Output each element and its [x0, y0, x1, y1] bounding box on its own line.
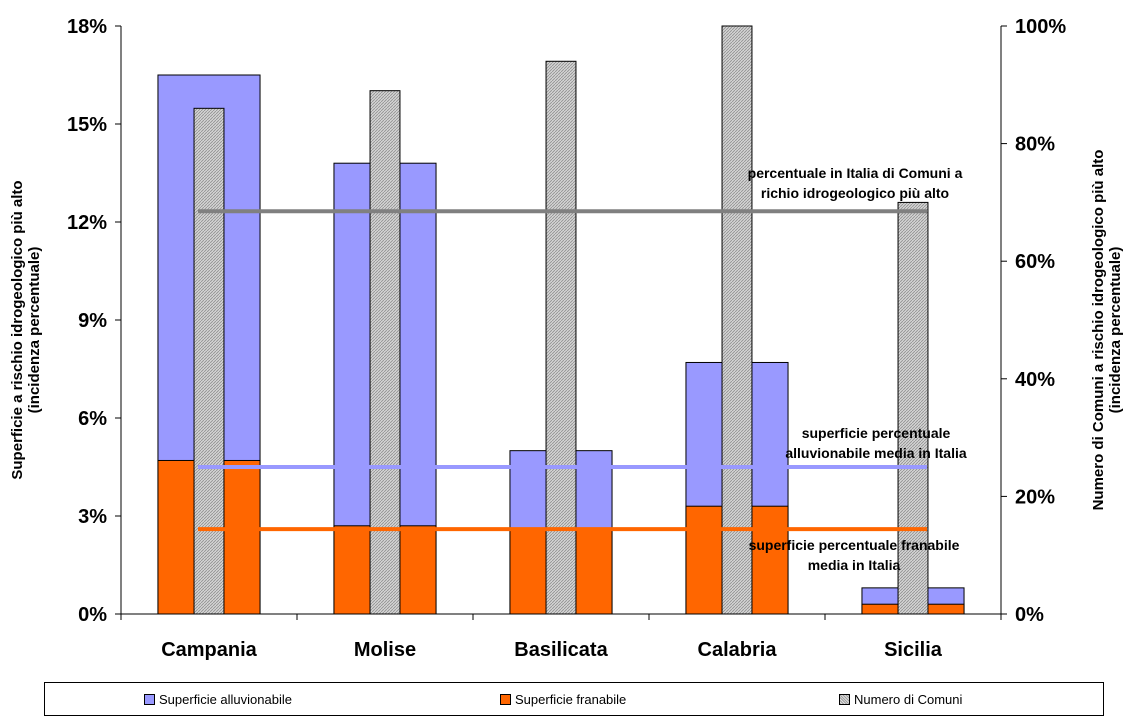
legend-label: Superficie alluvionabile: [159, 691, 292, 707]
bar-numero-comuni-calabria: [721, 25, 753, 615]
bar-numero-comuni-molise: [369, 90, 401, 615]
category-label-sicilia: Sicilia: [884, 639, 943, 661]
reference-label-1: percentuale in Italia di Comuni a: [748, 165, 963, 181]
reference-label-2: superficie percentuale: [802, 425, 951, 441]
legend-swatch-alluvionabile: [144, 693, 155, 705]
category-label-campania: Campania: [161, 639, 257, 661]
bar-numero-comuni-campania: [193, 107, 225, 615]
y-axis-title-right-line: Numero di Comuni a rischio idrogeologico…: [1090, 150, 1107, 511]
y-tick-label-left: 9%: [78, 310, 107, 332]
y-tick-label-right: 40%: [1015, 369, 1055, 391]
axes: [115, 25, 1007, 620]
bar-numero-comuni-basilicata: [545, 60, 577, 615]
legend-item-superficie-franabile: Superficie franabile: [500, 683, 626, 715]
reference-label-3: media in Italia: [808, 557, 901, 573]
legend-label: Superficie franabile: [515, 691, 627, 707]
y-tick-label-left: 6%: [78, 408, 107, 430]
legend-label: Numero di Comuni: [854, 691, 963, 707]
legend: Superficie alluvionabile Superficie fran…: [44, 682, 1104, 716]
reference-lines: [197, 209, 927, 532]
reference-label-2: alluvionabile media in Italia: [785, 445, 966, 461]
reference-label-1: richio idrogeologico più alto: [761, 185, 949, 201]
legend-swatch-numero-comuni: [839, 693, 850, 705]
y-tick-label-right: 100%: [1015, 16, 1066, 38]
y-tick-label-left: 0%: [78, 604, 107, 626]
y-axis-title-right: Numero di Comuni a rischio idrogeologico…: [1090, 150, 1124, 511]
series-numero-di-comuni: [193, 25, 929, 615]
y-tick-label-right: 20%: [1015, 486, 1055, 508]
y-tick-label-right: 0%: [1015, 604, 1044, 626]
y-tick-label-left: 15%: [67, 114, 107, 136]
labels: Campania Molise Basilicata Calabria Sicilia p…: [9, 16, 1124, 661]
y-axis-title-left-line: Superficie a rischio idrogeologico più a…: [9, 180, 26, 479]
category-label-molise: Molise: [354, 639, 416, 661]
category-label-calabria: Calabria: [698, 639, 778, 661]
chart: Campania Molise Basilicata Calabria Sicilia p…: [9, 16, 1124, 661]
y-tick-label-right: 80%: [1015, 134, 1055, 156]
y-tick-label-right: 60%: [1015, 251, 1055, 273]
y-tick-label-left: 12%: [67, 212, 107, 234]
legend-swatch-franabile: [500, 693, 511, 705]
y-axis-title-left-line: (incidenza percentuale): [26, 247, 43, 414]
legend-item-superficie-alluvionabile: Superficie alluvionabile: [144, 683, 292, 715]
y-axis-title-right-line: (incidenza percentuale): [1107, 247, 1124, 414]
legend-item-numero-di-comuni: Numero di Comuni: [839, 683, 962, 715]
y-tick-label-left: 18%: [67, 16, 107, 38]
reference-label-3: superficie percentuale franabile: [749, 537, 960, 553]
y-tick-label-left: 3%: [78, 506, 107, 528]
y-axis-title-left: Superficie a rischio idrogeologico più a…: [9, 180, 43, 479]
category-label-basilicata: Basilicata: [514, 639, 608, 661]
